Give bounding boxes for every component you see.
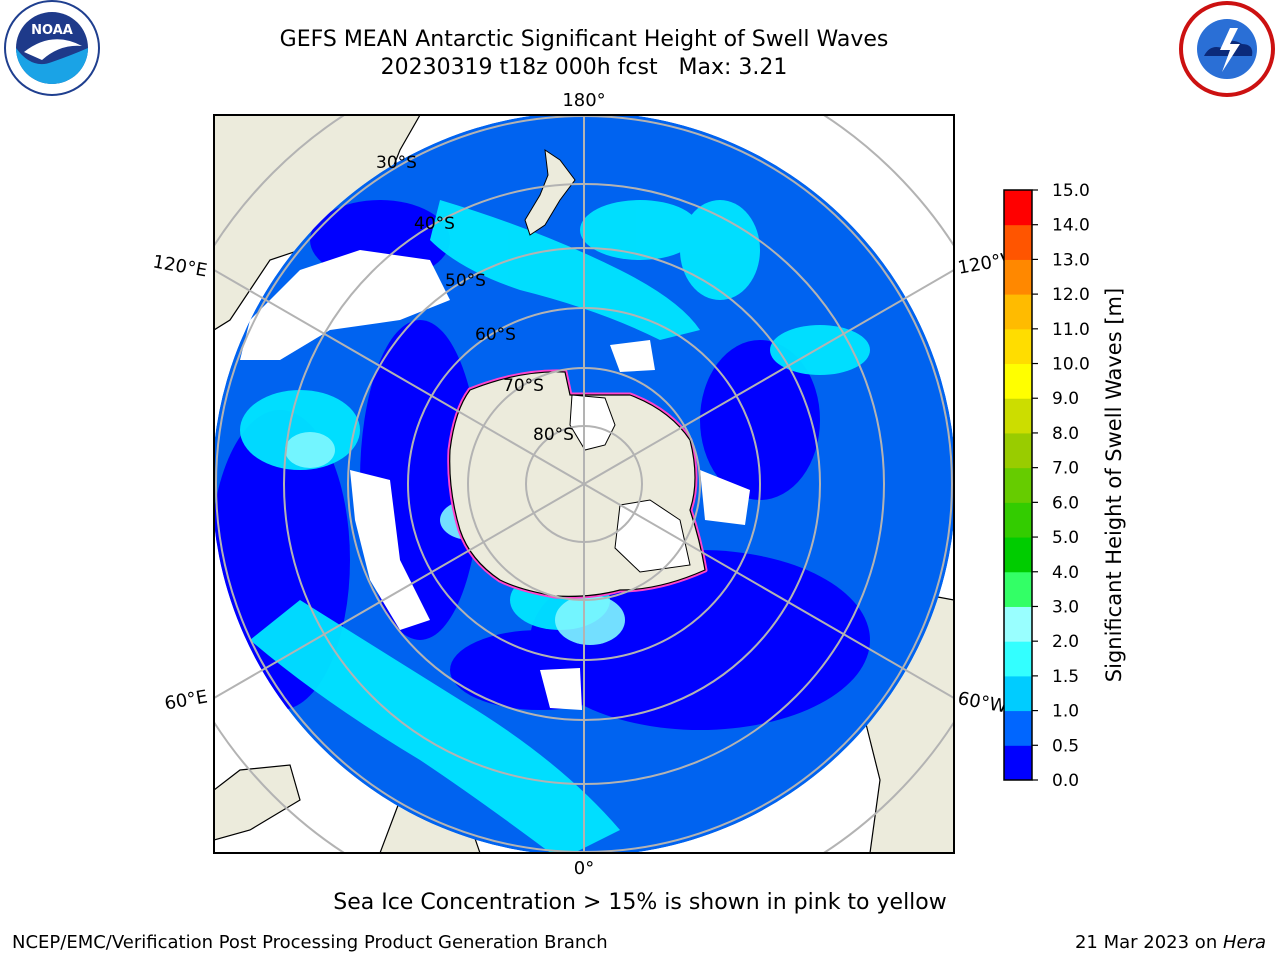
colorbar-swatch — [1004, 606, 1032, 642]
colorbar-tick-label: 1.0 — [1052, 702, 1079, 722]
noaa-logo: NOAA — [4, 0, 100, 96]
lon-label-180: 180° — [562, 90, 605, 111]
colorbar-tick-label: 4.0 — [1052, 563, 1079, 583]
colorbar-tick-label: 13.0 — [1052, 250, 1090, 270]
lon-label-60e: 60°E — [163, 686, 209, 714]
lat-label-40s: 40°S — [414, 214, 455, 234]
colorbar-tick-label: 12.0 — [1052, 285, 1090, 305]
footer-credit: NCEP/EMC/Verification Post Processing Pr… — [12, 932, 608, 953]
nws-logo — [1179, 1, 1275, 97]
svg-text:NOAA: NOAA — [31, 23, 73, 38]
colorbar-swatch — [1004, 190, 1032, 226]
colorbar-swatch — [1004, 502, 1032, 538]
lon-label-0: 0° — [574, 858, 594, 879]
colorbar-frame — [1003, 189, 1033, 781]
map-subtitle: 20230319 t18z 000h fcst Max: 3.21 — [380, 55, 788, 80]
colorbar-tick-label: 15.0 — [1052, 181, 1090, 201]
colorbar-swatch — [1004, 537, 1032, 573]
colorbar-tick-label: 6.0 — [1052, 493, 1079, 513]
colorbar-swatch — [1004, 328, 1032, 365]
map-title: GEFS MEAN Antarctic Significant Height o… — [279, 27, 889, 52]
lat-label-30s: 30°S — [376, 153, 417, 173]
colorbar-swatch — [1004, 294, 1032, 330]
colorbar-tick-label: 5.0 — [1052, 528, 1079, 548]
colorbar-swatch — [1004, 432, 1032, 469]
lat-label-60s: 60°S — [475, 325, 516, 345]
footer-date-text: 21 Mar 2023 on — [1074, 932, 1223, 953]
lon-label-120e: 120°E — [151, 251, 209, 281]
colorbar-swatch — [1004, 398, 1032, 434]
lat-label-70s: 70°S — [503, 376, 544, 396]
antarctica — [447, 369, 708, 599]
colorbar-tick-label: 3.0 — [1052, 597, 1079, 617]
colorbar-tick-label: 1.5 — [1052, 667, 1079, 687]
colorbar-swatch — [1004, 641, 1032, 677]
lat-label-50s: 50°S — [445, 271, 486, 291]
colorbar-tick-label: 10.0 — [1052, 355, 1090, 375]
colorbar: 0.0 0.5 1.0 1.5 2.0 3.0 4.0 5.0 6.0 7.0 8.0 9.0 10.0… — [1003, 181, 1090, 791]
footer-date: 21 Mar 2023 on Hera — [1075, 932, 1266, 953]
lat-label-80s: 80°S — [533, 425, 574, 445]
colorbar-swatch — [1004, 745, 1032, 781]
sea-ice-caption: Sea Ice Concentration > 15% is shown in … — [333, 890, 947, 915]
colorbar-swatch — [1004, 710, 1032, 746]
colorbar-swatch — [1004, 675, 1032, 712]
graticule — [214, 115, 954, 853]
colorbar-swatch — [1004, 224, 1032, 260]
weddell-ice-shelf — [614, 499, 691, 573]
colorbar-swatch — [1004, 259, 1032, 295]
colorbar-tick-label: 0.0 — [1052, 771, 1079, 791]
colorbar-swatch — [1004, 363, 1032, 399]
colorbar-label: Significant Height of Swell Waves [m] — [1102, 287, 1126, 683]
colorbar-swatch — [1004, 467, 1032, 503]
map-frame — [213, 114, 955, 854]
lon-label-60w: 60°W — [956, 688, 1009, 717]
colorbar-swatch — [1004, 571, 1032, 607]
colorbar-tick-label: 11.0 — [1052, 320, 1090, 340]
footer-host: Hera — [1222, 932, 1266, 953]
ross-ice-shelf — [569, 394, 616, 451]
new-zealand — [524, 148, 576, 236]
colorbar-tick-label: 2.0 — [1052, 632, 1079, 652]
colorbar-tick-label: 8.0 — [1052, 424, 1079, 444]
colorbar-tick-label: 0.5 — [1052, 736, 1079, 756]
colorbar-tick-label: 14.0 — [1052, 216, 1090, 236]
colorbar-tick-label: 7.0 — [1052, 459, 1079, 479]
colorbar-tick-label: 9.0 — [1052, 389, 1079, 409]
masked-regions — [240, 250, 750, 710]
